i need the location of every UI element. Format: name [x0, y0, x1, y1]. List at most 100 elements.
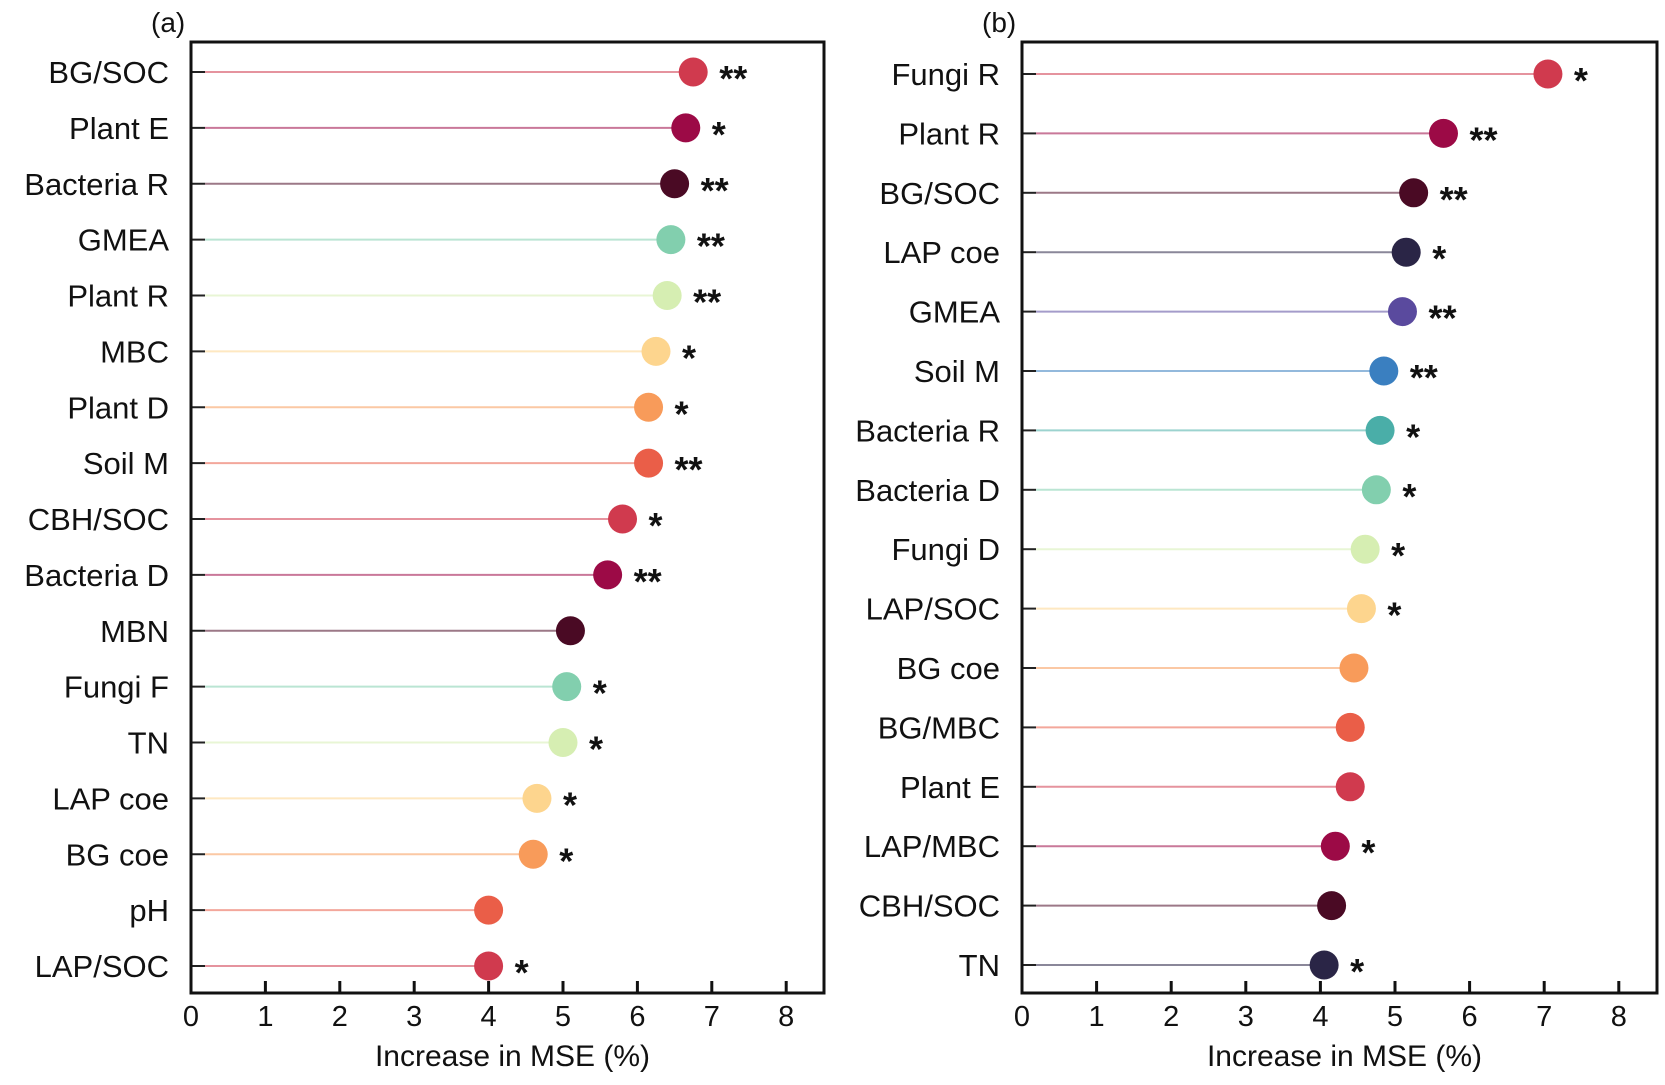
point — [1335, 712, 1365, 742]
significance-mark: * — [1387, 595, 1401, 636]
point — [474, 951, 504, 981]
lollipop-row: GMEA ** — [78, 223, 725, 267]
significance-mark: * — [1402, 476, 1416, 517]
lollipop-row: BG coe — [897, 651, 1369, 686]
lollipop-row: Plant E — [900, 770, 1365, 805]
x-tick-label: 0 — [1014, 1001, 1030, 1033]
lollipop-row: Soil M ** — [914, 354, 1438, 398]
lollipop-row: LAP coe * — [883, 235, 1446, 279]
significance-mark: * — [593, 673, 607, 714]
significance-mark: * — [675, 393, 689, 434]
x-tick-label: 6 — [629, 1001, 645, 1033]
x-axis-title: Increase in MSE (%) — [375, 1040, 650, 1073]
significance-mark: ** — [675, 449, 703, 490]
lollipop-row: TN * — [128, 726, 603, 770]
point — [1361, 475, 1391, 505]
category-label: pH — [129, 893, 169, 928]
significance-mark: ** — [1440, 179, 1468, 220]
point — [608, 504, 638, 534]
x-tick-label: 7 — [704, 1001, 720, 1033]
significance-mark: ** — [1410, 357, 1438, 398]
lollipop-row: TN * — [959, 948, 1364, 992]
category-label: MBC — [100, 334, 169, 369]
x-tick-label: 3 — [1238, 1001, 1254, 1033]
x-tick-label: 8 — [1611, 1001, 1627, 1033]
category-label: Plant R — [67, 279, 169, 314]
point — [678, 57, 708, 87]
lollipop-row: Fungi D * — [891, 532, 1405, 576]
category-label: BG coe — [66, 837, 169, 872]
category-label: TN — [959, 948, 1000, 983]
lollipop-row: BG coe * — [66, 837, 574, 881]
point — [1387, 297, 1417, 327]
significance-mark: ** — [634, 561, 662, 602]
significance-mark: * — [682, 337, 696, 378]
category-label: LAP/SOC — [35, 949, 169, 984]
lollipop-row: Fungi R * — [891, 57, 1587, 101]
x-tick-label: 1 — [257, 1001, 273, 1033]
point — [552, 672, 582, 702]
category-label: Soil M — [914, 354, 1000, 389]
category-label: Fungi R — [891, 57, 1000, 92]
category-label: GMEA — [909, 295, 1001, 330]
significance-mark: * — [1432, 238, 1446, 279]
point — [548, 728, 578, 757]
plot-frame — [189, 40, 826, 995]
lollipop-row: BG/SOC ** — [48, 55, 747, 99]
lollipop-row: MBN — [100, 614, 585, 649]
category-label: Bacteria R — [24, 167, 169, 202]
significance-mark: * — [649, 505, 663, 546]
point — [1339, 653, 1369, 683]
category-label: Plant E — [900, 770, 1000, 805]
lollipop-row: Bacteria D ** — [24, 558, 661, 602]
panel-label: (b) — [982, 7, 1016, 38]
category-label: BG/SOC — [879, 176, 1000, 211]
significance-mark: * — [515, 952, 529, 993]
significance-mark: * — [1574, 60, 1588, 101]
significance-mark: ** — [693, 282, 721, 323]
x-tick-label: 2 — [1163, 1001, 1179, 1033]
category-label: Soil M — [83, 446, 169, 481]
significance-mark: * — [1391, 535, 1405, 576]
lollipop-row: Bacteria D * — [855, 473, 1416, 517]
x-tick-label: 4 — [1312, 1001, 1328, 1033]
category-label: LAP/SOC — [866, 592, 1000, 627]
significance-mark: ** — [1428, 298, 1456, 339]
lollipop-row: Plant D * — [67, 390, 688, 434]
category-label: CBH/SOC — [28, 502, 169, 537]
category-label: BG coe — [897, 651, 1000, 686]
point — [1335, 772, 1365, 802]
category-label: Fungi D — [891, 532, 1000, 567]
point — [634, 392, 664, 422]
lollipop-row: LAP/SOC * — [35, 949, 529, 993]
lollipop-row: Bacteria R * — [855, 413, 1420, 457]
plot-frame — [1020, 40, 1659, 995]
lollipop-row: CBH/SOC * — [28, 502, 663, 546]
category-label: TN — [128, 726, 169, 761]
category-label: GMEA — [78, 223, 170, 258]
point — [1309, 950, 1339, 980]
significance-mark: * — [712, 114, 726, 155]
category-label: Bacteria D — [855, 473, 1000, 508]
point — [671, 113, 701, 143]
x-tick-label: 8 — [778, 1001, 794, 1033]
x-tick-label: 3 — [406, 1001, 422, 1033]
lollipop-row: Plant R ** — [67, 279, 721, 323]
significance-mark: ** — [697, 226, 725, 267]
point — [1399, 178, 1429, 208]
category-label: LAP coe — [52, 781, 169, 816]
x-tick-label: 4 — [481, 1001, 497, 1033]
panel-a: (a)BG/SOC **Plant E *Bacteria R **GMEA **Pla… — [24, 7, 826, 1073]
lollipop-row: Plant E * — [69, 111, 726, 155]
panel-b: (b)Fungi R *Plant R **BG/SOC **LAP coe *GMEA… — [855, 7, 1659, 1073]
category-label: MBN — [100, 614, 169, 649]
lollipop-row: GMEA ** — [909, 295, 1457, 339]
point — [474, 895, 504, 925]
x-tick-label: 5 — [1387, 1001, 1403, 1033]
point — [634, 448, 664, 478]
lollipop-row: Soil M ** — [83, 446, 703, 490]
significance-mark: * — [559, 840, 573, 881]
significance-mark: ** — [1469, 119, 1497, 160]
lollipop-row: LAP coe * — [52, 781, 577, 825]
category-label: LAP/MBC — [864, 829, 1000, 864]
